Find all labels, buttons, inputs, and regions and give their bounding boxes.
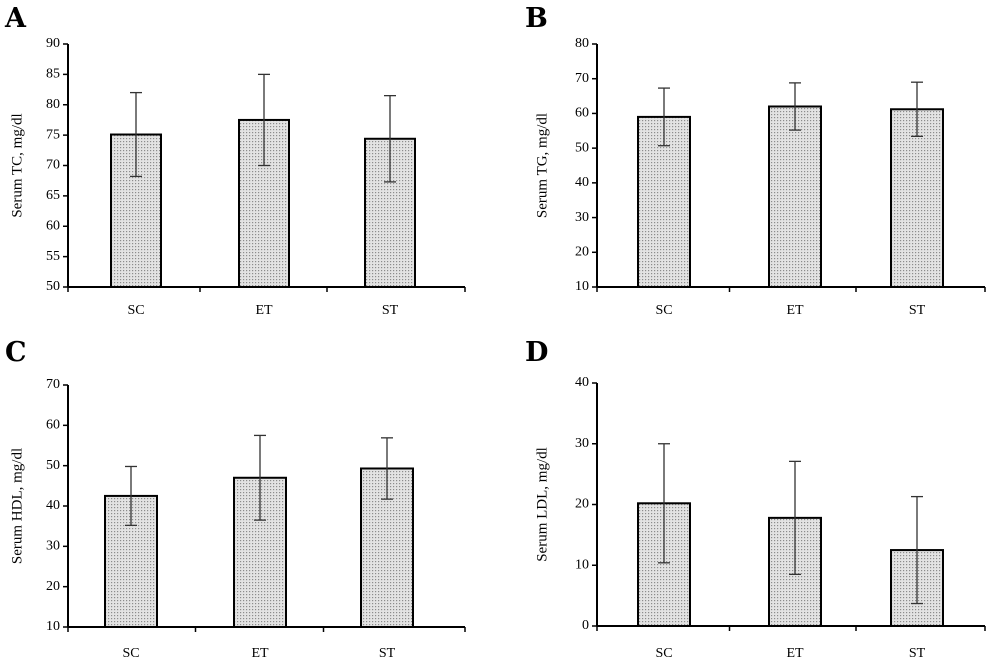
y-tick-label: 40	[46, 498, 60, 513]
chart-panel-c: C Serum HDL, mg/dl 10 20 30 40 50 60 70 SC ET ST	[5, 337, 466, 661]
y-axis-title: Serum TG, mg/dl	[534, 113, 550, 218]
y-tick-label: 70	[575, 71, 589, 86]
x-tick-label: SC	[655, 303, 672, 318]
x-tick-label: ET	[251, 646, 269, 661]
panel-letter: B	[525, 3, 548, 34]
y-tick-label: 80	[575, 36, 589, 51]
bar-et	[768, 105, 822, 288]
y-tick-label: 30	[46, 539, 60, 554]
y-tick-label: 10	[575, 557, 589, 572]
y-tick-label: 50	[46, 458, 60, 473]
error-bar-sc	[658, 87, 670, 147]
error-bar-sc	[130, 91, 142, 178]
x-tick-label: ST	[382, 303, 399, 318]
error-bar-et	[254, 434, 266, 521]
x-tick-label: SC	[127, 303, 144, 318]
y-tick-label: 50	[575, 140, 589, 155]
error-bar-st	[911, 495, 923, 605]
y-tick-label: 30	[575, 210, 589, 225]
x-tick-label: ET	[786, 303, 804, 318]
x-tick-label: SC	[122, 646, 139, 661]
y-tick-label: 30	[575, 436, 589, 451]
y-tick-label: 10	[575, 279, 589, 294]
y-tick-label: 0	[582, 618, 589, 633]
x-tick-label: ET	[255, 303, 273, 318]
y-tick-label: 40	[575, 175, 589, 190]
chart-panel-d: D Serum LDL, mg/dl 0 10 20 30 40 SC ET ST	[525, 337, 986, 661]
error-bar-et	[789, 460, 801, 576]
y-tick-label: 85	[46, 67, 60, 82]
bar-st	[890, 108, 944, 288]
x-tick-label: ST	[909, 303, 926, 318]
y-tick-label: 10	[46, 619, 60, 634]
y-tick-label: 80	[46, 97, 60, 112]
y-axis-title: Serum TC, mg/dl	[9, 113, 25, 217]
y-tick-label: 20	[46, 579, 60, 594]
y-tick-label: 50	[46, 279, 60, 294]
x-tick-label: ET	[786, 646, 804, 661]
y-tick-label: 40	[575, 375, 589, 390]
y-tick-label: 65	[46, 188, 60, 203]
y-tick-label: 60	[575, 106, 589, 121]
panel-letter: A	[4, 3, 27, 34]
error-bar-et	[789, 82, 801, 131]
y-tick-label: 55	[46, 249, 60, 264]
error-bar-st	[384, 94, 396, 183]
y-tick-label: 20	[575, 497, 589, 512]
error-bar-sc	[658, 443, 670, 564]
chart-panel-a: A Serum TC, mg/dl 50 55 60 65 70 75 80 85 90 SC ET ST	[4, 3, 466, 318]
y-tick-label: 60	[46, 218, 60, 233]
panel-letter: C	[5, 337, 27, 368]
error-bar-sc	[125, 465, 137, 527]
y-tick-label: 70	[46, 158, 60, 173]
error-bar-st	[381, 437, 393, 500]
chart-panel-b: B Serum TG, mg/dl 10 20 30 40 50 60 70 80 SC ET ST	[525, 3, 986, 318]
y-tick-label: 60	[46, 418, 60, 433]
y-tick-label: 70	[46, 377, 60, 392]
x-tick-label: ST	[909, 646, 926, 661]
y-axis-title: Serum LDL, mg/dl	[534, 447, 550, 562]
panel-letter: D	[525, 337, 548, 368]
y-tick-label: 20	[575, 245, 589, 260]
y-tick-label: 90	[46, 36, 60, 51]
x-tick-label: SC	[655, 646, 672, 661]
error-bar-et	[258, 73, 270, 167]
error-bar-st	[911, 81, 923, 137]
y-axis-title: Serum HDL, mg/dl	[9, 448, 25, 564]
x-tick-label: ST	[379, 646, 396, 661]
y-tick-label: 75	[46, 127, 60, 142]
